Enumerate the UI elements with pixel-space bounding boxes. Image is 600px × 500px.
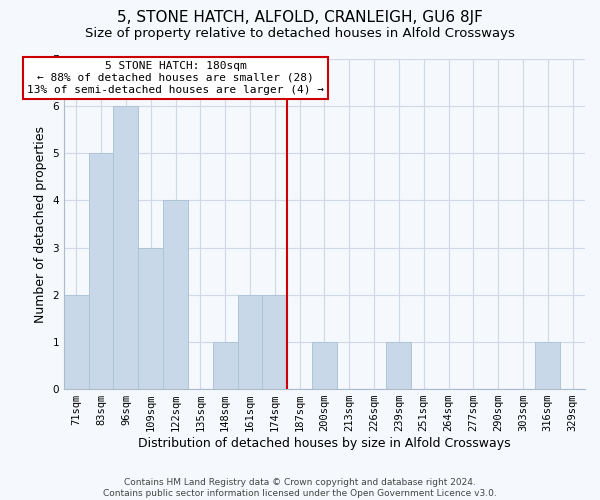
- Text: 5 STONE HATCH: 180sqm
← 88% of detached houses are smaller (28)
13% of semi-deta: 5 STONE HATCH: 180sqm ← 88% of detached …: [27, 62, 324, 94]
- Bar: [213, 342, 238, 389]
- Bar: [163, 200, 188, 389]
- Text: Size of property relative to detached houses in Alfold Crossways: Size of property relative to detached ho…: [85, 28, 515, 40]
- Text: Contains HM Land Registry data © Crown copyright and database right 2024.
Contai: Contains HM Land Registry data © Crown c…: [103, 478, 497, 498]
- Bar: [89, 154, 113, 389]
- Bar: [312, 342, 337, 389]
- X-axis label: Distribution of detached houses by size in Alfold Crossways: Distribution of detached houses by size …: [138, 437, 511, 450]
- Bar: [64, 295, 89, 389]
- Text: 5, STONE HATCH, ALFOLD, CRANLEIGH, GU6 8JF: 5, STONE HATCH, ALFOLD, CRANLEIGH, GU6 8…: [117, 10, 483, 25]
- Y-axis label: Number of detached properties: Number of detached properties: [34, 126, 47, 322]
- Bar: [238, 295, 262, 389]
- Bar: [535, 342, 560, 389]
- Bar: [139, 248, 163, 389]
- Bar: [386, 342, 411, 389]
- Bar: [113, 106, 139, 389]
- Bar: [262, 295, 287, 389]
